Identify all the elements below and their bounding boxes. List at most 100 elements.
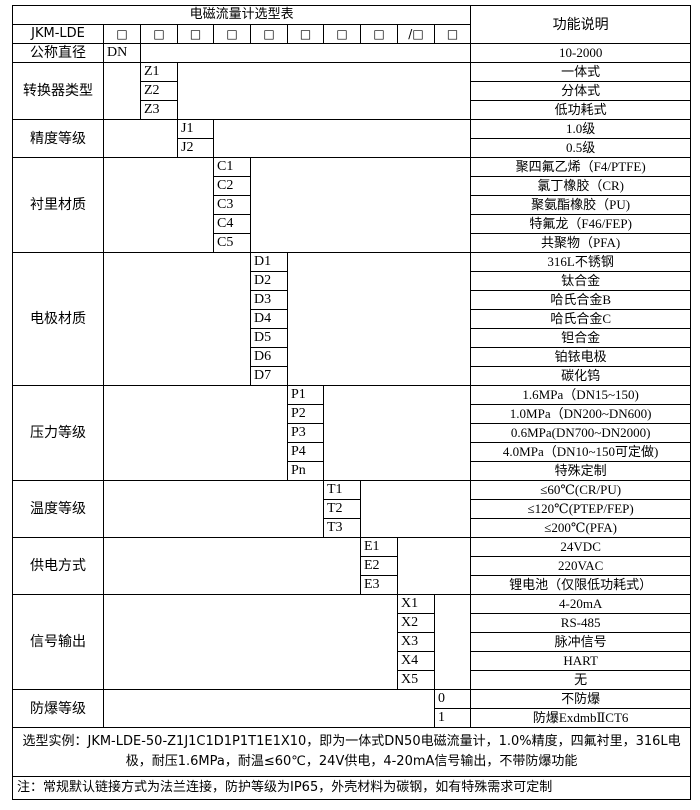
code: X4 — [397, 651, 435, 671]
code: P1 — [287, 385, 324, 405]
code: X2 — [397, 613, 435, 633]
code-box: □ — [323, 24, 361, 44]
function: HART — [470, 651, 692, 671]
group-row: 供电方式 E1 24VDC — [12, 537, 692, 595]
function: 特氟龙（F46/FEP) — [470, 214, 692, 234]
group-label: 公称直径 — [12, 43, 104, 63]
function: RS-485 — [470, 613, 692, 633]
code-box: □ — [213, 24, 251, 44]
blank-cell — [249, 157, 472, 253]
function: 脉冲信号 — [470, 632, 692, 652]
code: D2 — [250, 271, 288, 291]
function: ≤60℃(CR/PU) — [470, 480, 692, 500]
model-name: JKM-LDE — [12, 24, 104, 44]
blank-cell — [103, 119, 178, 158]
code: X1 — [397, 594, 435, 614]
blank-cell — [322, 385, 472, 481]
group-row: X3 脉冲信号 — [13, 632, 692, 652]
function: 1.0级 — [470, 119, 692, 139]
function: 220VAC — [470, 556, 692, 576]
blank-cell — [286, 252, 472, 386]
function: 低功耗式 — [470, 100, 692, 120]
group-label: 衬里材质 — [12, 157, 104, 253]
code: Z3 — [140, 100, 178, 120]
blank-cell — [103, 62, 141, 120]
code: X3 — [397, 632, 435, 652]
code: Z2 — [140, 81, 178, 101]
table-title: 电磁流量计选型表 — [11, 5, 472, 25]
group-row: X5 无 — [13, 670, 692, 690]
function: 一体式 — [470, 62, 692, 82]
group-row: D4 哈氏合金C — [13, 309, 692, 329]
group-row: 信号输出 X1 4-20mA — [12, 594, 692, 690]
code: J1 — [177, 119, 214, 139]
group-label: 转换器类型 — [12, 62, 104, 120]
code: T2 — [323, 499, 361, 519]
notes-row: 选型实例：JKM-LDE-50-Z1J1C1D1P1T1E1X10，即为一体式D… — [11, 727, 692, 777]
group-row: D2 钛合金 — [13, 271, 692, 291]
code: Pn — [287, 461, 324, 481]
group-row: D6 铂铱电极 — [13, 347, 692, 367]
blank-cell — [103, 594, 398, 690]
group-row: C5 共聚物（PFA) — [13, 233, 692, 253]
blank-cell — [103, 689, 435, 728]
group-row: D5 钽合金 — [13, 328, 692, 348]
function: 哈氏合金C — [470, 309, 692, 329]
code: P2 — [287, 404, 324, 424]
function: ≤120℃(PTEP/FEP) — [470, 499, 692, 519]
header-row: 电磁流量计选型表 功能说明 — [11, 5, 692, 44]
code: D3 — [250, 290, 288, 310]
code-box: □ — [250, 24, 288, 44]
function: 聚氨酯橡胶（PU) — [470, 195, 692, 215]
code: DN — [103, 43, 141, 63]
group-row: 温度等级 T1 ≤60℃(CR/PU) — [12, 480, 692, 538]
group-row: 精度等级 J1 1.0级 — [12, 119, 692, 158]
group-row: 衬里材质 C1 聚四氟乙烯（F4/PTFE) — [12, 157, 692, 253]
code: 0 — [433, 689, 472, 709]
function: 24VDC — [470, 537, 692, 557]
function: 无 — [470, 670, 692, 690]
function: 4-20mA — [470, 594, 692, 614]
table-body: 电磁流量计选型表 功能说明 JKM-LDE □ □ □ □ □ □ □ □/□ □ 公称直径 DN… — [11, 5, 692, 800]
blank-cell — [433, 594, 472, 690]
group-row: D7 碳化钨 — [13, 366, 692, 386]
blank-cell — [103, 480, 324, 538]
group-row: 转换器类型 Z1 一体式 — [12, 62, 692, 120]
example-note: 选型实例：JKM-LDE-50-Z1J1C1D1P1T1E1X10，即为一体式D… — [11, 727, 692, 777]
blank-cell — [103, 252, 251, 386]
group-row: T3 ≤200℃(PFA) — [13, 518, 692, 538]
group-row: Pn 特殊定制 — [13, 461, 692, 481]
group-label: 供电方式 — [12, 537, 104, 595]
function: 共聚物（PFA) — [470, 233, 692, 253]
function: 防爆ExdmbⅡCT6 — [470, 708, 692, 728]
function: 0.5级 — [470, 138, 692, 158]
group-row: P4 4.0MPa（DN10~150可定做) — [13, 442, 692, 462]
group-row: E3 锂电池（仅限低功耗式） — [13, 575, 692, 595]
blank-cell — [212, 119, 472, 158]
code-box: □ — [177, 24, 214, 44]
notes-row: 注：常规默认链接方式为法兰连接，防护等级为IP65，外壳材料为碳钢，如有特殊需求… — [11, 776, 692, 800]
group-row: 防爆等级 0 不防爆 — [12, 689, 692, 728]
blank-cell — [103, 537, 361, 595]
group-label: 电极材质 — [12, 252, 104, 386]
group-label: 精度等级 — [12, 119, 104, 158]
code: T3 — [323, 518, 361, 538]
code: E1 — [360, 537, 398, 557]
code: D1 — [250, 252, 288, 272]
code: E3 — [360, 575, 398, 595]
group-label: 信号输出 — [12, 594, 104, 690]
function: 锂电池（仅限低功耗式） — [470, 575, 692, 595]
code: P4 — [287, 442, 324, 462]
group-row: J2 0.5级 — [13, 138, 692, 158]
group-row: T2 ≤120℃(PTEP/FEP) — [13, 499, 692, 519]
code: X5 — [397, 670, 435, 690]
function: 316L不锈钢 — [470, 252, 692, 272]
function: 钽合金 — [470, 328, 692, 348]
group-row: C4 特氟龙（F46/FEP) — [13, 214, 692, 234]
code-box: □ — [140, 24, 178, 44]
function: 1.0MPa（DN200~DN600) — [470, 404, 692, 424]
group-row: 公称直径 DN 10-2000 — [12, 43, 692, 63]
group-label: 温度等级 — [12, 480, 104, 538]
code: C3 — [213, 195, 251, 215]
